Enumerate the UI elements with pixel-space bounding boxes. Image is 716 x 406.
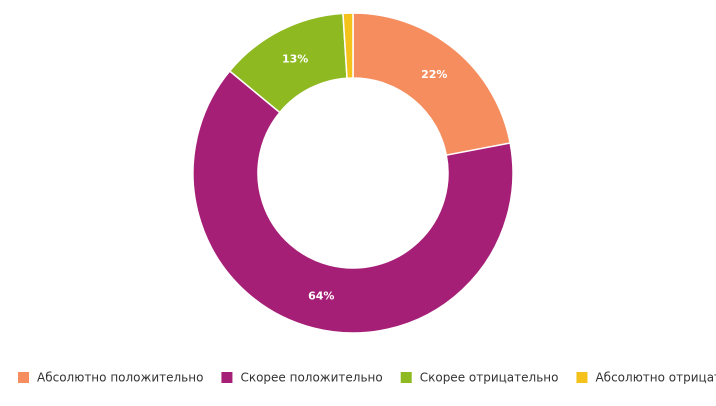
data-label: 22% [421,68,447,81]
legend-marker [18,372,29,383]
legend-marker [221,372,233,383]
legend-label: Абсолютно положительно [37,371,203,385]
legend-label: Скорее положительно [240,371,382,385]
legend-label: Абсолютно отрицательно [595,371,716,385]
legend-marker [400,372,412,383]
slice [342,12,354,79]
data-label: 13% [282,52,308,65]
slice [352,12,512,157]
slice [192,69,514,334]
legend-marker [576,372,588,383]
data-label: 64% [308,289,334,302]
legend-label: Скорее отрицательно [420,371,559,385]
